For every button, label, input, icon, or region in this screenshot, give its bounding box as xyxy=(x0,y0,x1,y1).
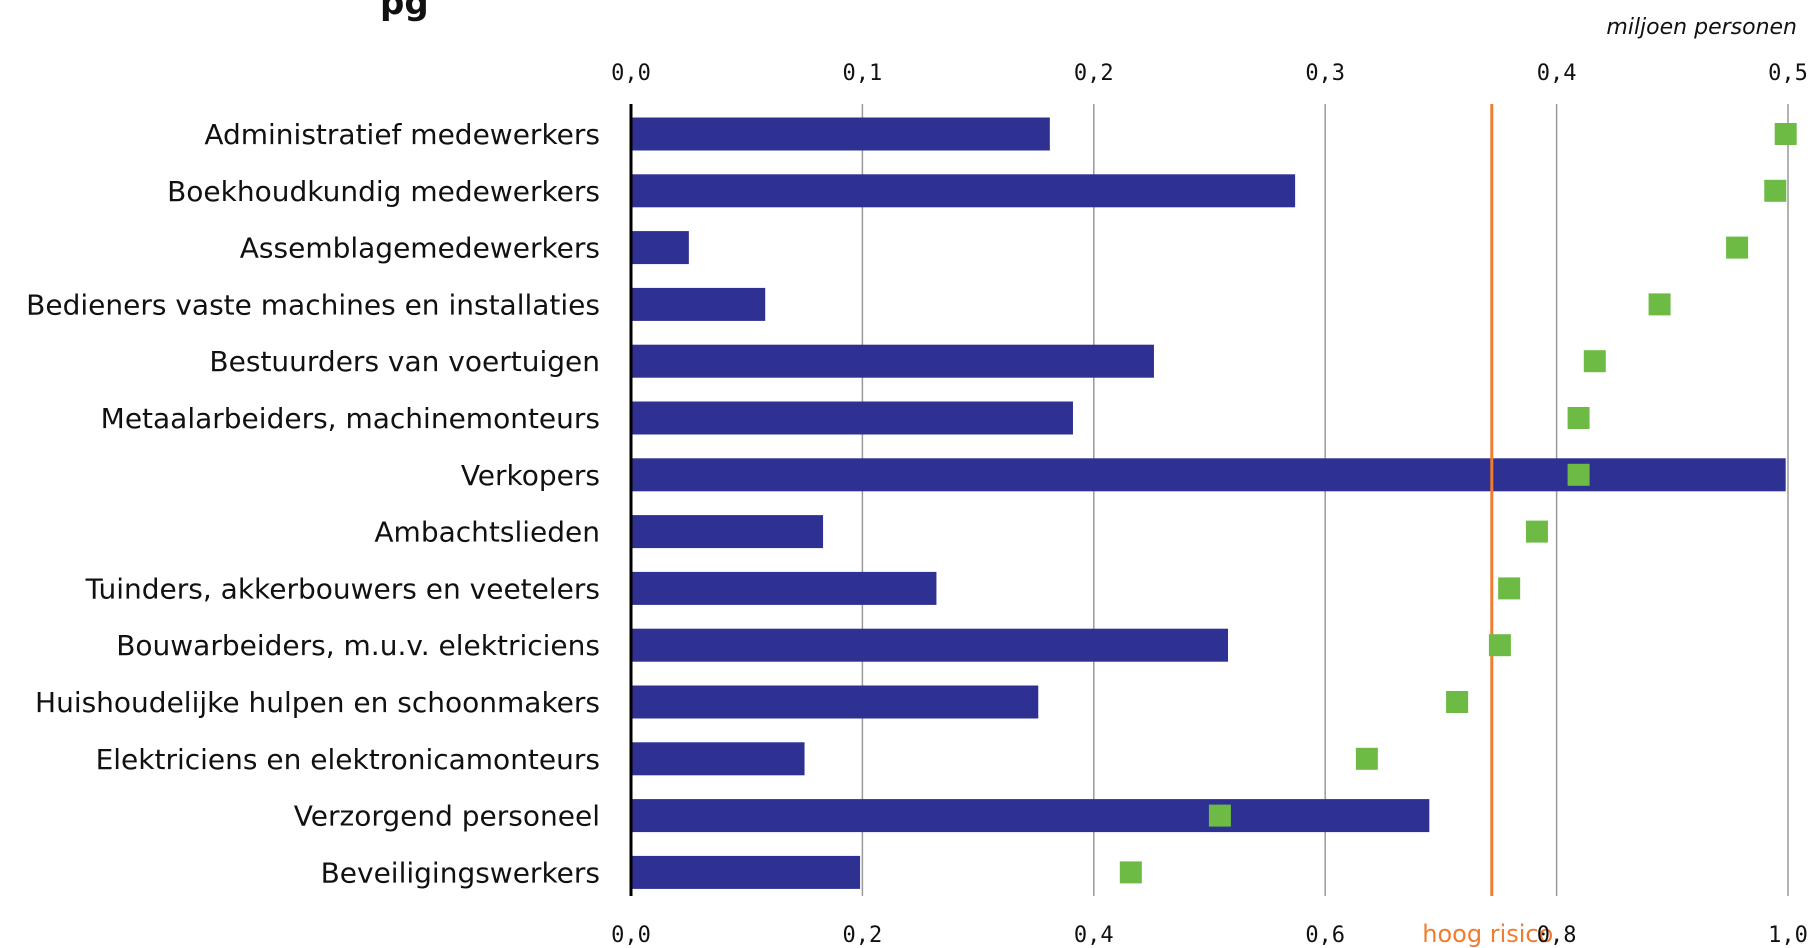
bar xyxy=(631,799,1430,833)
chart-title-fragment: pg xyxy=(380,0,429,23)
top-tick-label: 0,2 xyxy=(1074,61,1114,86)
category-label: Ambachtslieden xyxy=(374,516,600,549)
category-label: Bouwarbeiders, m.u.v. elektriciens xyxy=(116,629,600,662)
bar xyxy=(631,515,824,549)
bar xyxy=(631,231,689,265)
bar xyxy=(631,628,1229,662)
bar xyxy=(631,117,1050,151)
top-tick-label: 0,4 xyxy=(1537,61,1577,86)
marker-square xyxy=(1567,463,1590,486)
risk-label: hoog risico xyxy=(1422,920,1553,948)
category-label: Bedieners vaste machines en installaties xyxy=(26,288,600,321)
top-tick-label: 0,0 xyxy=(611,61,651,86)
marker-square xyxy=(1446,691,1469,713)
category-label: Administratief medewerkers xyxy=(204,118,600,151)
markers xyxy=(1119,123,1797,884)
bottom-tick-label: 0,4 xyxy=(1074,923,1114,948)
bars xyxy=(631,117,1786,889)
bar xyxy=(631,287,766,321)
category-label: Assemblagemedewerkers xyxy=(240,232,600,265)
marker-square xyxy=(1764,179,1787,202)
marker-square xyxy=(1488,634,1511,657)
category-label: Beveiligingswerkers xyxy=(321,856,600,889)
bar xyxy=(631,742,805,776)
category-label: Huishoudelijke hulpen en schoonmakers xyxy=(35,686,600,719)
bottom-tick-label: 0,8 xyxy=(1537,923,1577,948)
bar xyxy=(631,855,861,889)
bottom-tick-label: 0,2 xyxy=(843,923,883,948)
category-labels: Administratief medewerkers Boekhoudkundig… xyxy=(26,118,600,889)
category-label: Verzorgend personeel xyxy=(294,800,600,833)
category-label: Metaalarbeiders, machinemonteurs xyxy=(101,402,600,435)
category-label: Bestuurders van voertuigen xyxy=(209,345,600,378)
marker-square xyxy=(1774,123,1797,145)
marker-square xyxy=(1583,350,1606,373)
category-label: Elektriciens en elektronicamonteurs xyxy=(96,743,600,776)
marker-square xyxy=(1119,861,1142,884)
bar xyxy=(631,344,1154,378)
bottom-tick-label: 1,0 xyxy=(1768,923,1808,948)
bar xyxy=(631,401,1073,435)
bar xyxy=(631,685,1039,719)
marker-square xyxy=(1525,520,1548,543)
marker-square xyxy=(1208,804,1231,827)
bar xyxy=(631,174,1296,208)
marker-square xyxy=(1498,577,1521,600)
marker-square xyxy=(1726,236,1749,259)
bar xyxy=(631,458,1786,492)
risk-line-group: hoog risico xyxy=(1422,104,1553,948)
top-tick-label: 0,1 xyxy=(843,61,883,86)
category-label: Boekhoudkundig medewerkers xyxy=(167,175,600,208)
top-tick-label: 0,5 xyxy=(1768,61,1808,86)
axes: 0,0 0,1 0,2 0,3 0,4 0,5 0,0 0,2 0,4 0,6 0,8 1,0 xyxy=(611,61,1808,948)
category-label: Verkopers xyxy=(461,459,600,492)
marker-square xyxy=(1355,747,1378,770)
bar xyxy=(631,571,937,605)
gridlines xyxy=(861,104,1789,896)
unit-label: miljoen personen xyxy=(1606,15,1797,40)
bottom-tick-label: 0,6 xyxy=(1305,923,1345,948)
category-label: Tuinders, akkerbouwers en veetelers xyxy=(85,572,600,605)
bottom-tick-label: 0,0 xyxy=(611,923,651,948)
top-tick-label: 0,3 xyxy=(1305,61,1345,86)
marker-square xyxy=(1567,407,1590,429)
marker-square xyxy=(1648,293,1671,316)
